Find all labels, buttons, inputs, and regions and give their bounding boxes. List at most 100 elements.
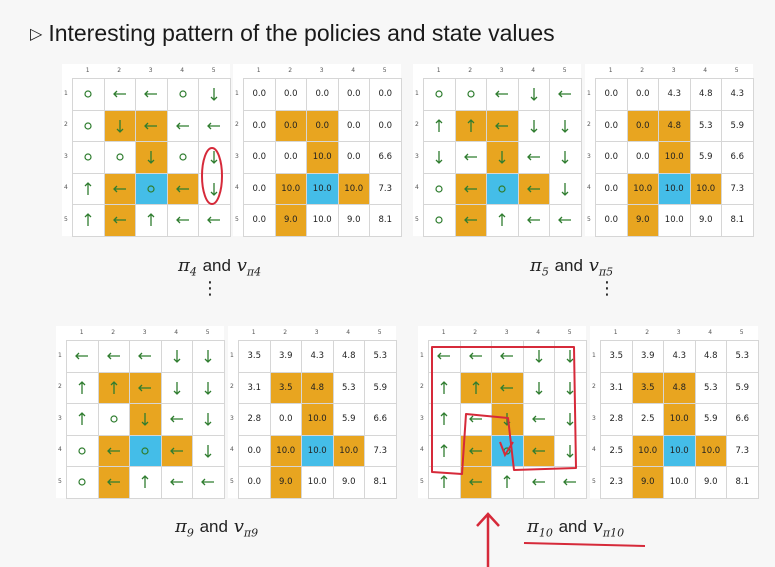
row-header: 2 (58, 383, 62, 391)
row-header: 2 (592, 383, 596, 391)
policy-cell (198, 78, 231, 111)
stay-circle-icon (79, 117, 97, 135)
state-value: 4.8 (672, 382, 687, 393)
row-header: 4 (230, 446, 234, 454)
column-header: 1 (613, 329, 618, 336)
column-header: 2 (288, 67, 293, 74)
value-cell: 9.0 (269, 466, 302, 499)
state-value: 3.1 (247, 382, 262, 393)
annotation-up-arrow (476, 512, 500, 567)
value-cell: 0.0 (626, 109, 659, 142)
down-arrow-icon (561, 379, 579, 397)
policy-cell (549, 78, 582, 111)
state-value: 10.0 (701, 445, 721, 456)
row-header: 2 (235, 121, 239, 129)
state-value: 0.0 (283, 152, 298, 163)
policy-cell (135, 78, 168, 111)
state-value: 5.3 (373, 351, 388, 362)
down-arrow-icon (530, 347, 548, 365)
value-grid-pi10: 1 2 3 4 5 1 2 3 4 5 3.5 3.9 4.3 4.8 5.3 3.1 3.5 4.8 5.3 5.9… (590, 326, 759, 499)
state-value: 3.5 (640, 382, 655, 393)
down-arrow-icon (525, 85, 543, 103)
state-value: 4.8 (703, 351, 718, 362)
column-header: 5 (211, 67, 216, 74)
state-value: 3.5 (609, 351, 624, 362)
state-value: 0.0 (346, 120, 361, 131)
state-value: 0.0 (635, 120, 650, 131)
policy-cell (135, 172, 168, 205)
left-arrow-icon (467, 410, 485, 428)
value-cell: 10.0 (663, 466, 696, 499)
state-value: 10.0 (669, 414, 689, 425)
down-arrow-icon (111, 117, 129, 135)
left-arrow-icon (168, 442, 186, 460)
state-value: 4.3 (667, 89, 682, 100)
value-cell: 0.0 (626, 141, 659, 174)
value-cell: 0.0 (595, 109, 628, 142)
state-value: 6.6 (373, 414, 388, 425)
policy-cell (72, 109, 105, 142)
state-value: 10.0 (312, 215, 332, 226)
value-cell: 8.1 (369, 204, 402, 237)
row-header: 2 (587, 121, 591, 129)
row-header: 5 (420, 477, 424, 485)
down-arrow-icon (498, 410, 516, 428)
column-header: 1 (85, 67, 90, 74)
state-value: 9.0 (283, 215, 298, 226)
policy-grid-pi5: 1 2 3 4 5 1 2 3 4 5 (413, 64, 582, 237)
down-arrow-icon (556, 180, 574, 198)
row-header: 5 (235, 215, 239, 223)
policy-cell (522, 434, 555, 467)
column-header: 2 (117, 67, 122, 74)
policy-cell (423, 204, 456, 237)
state-value: 9.0 (278, 477, 293, 488)
policy-cell (554, 466, 587, 499)
left-arrow-icon (174, 180, 192, 198)
down-arrow-icon (556, 117, 574, 135)
down-arrow-icon (205, 180, 223, 198)
value-cell: 0.0 (626, 78, 659, 111)
policy-cell (428, 371, 461, 404)
left-arrow-icon (105, 473, 123, 491)
state-value: 10.0 (664, 215, 684, 226)
value-cell: 0.0 (337, 109, 370, 142)
value-cell: 4.3 (721, 78, 754, 111)
state-value: 10.0 (276, 445, 296, 456)
row-header: 1 (592, 351, 596, 359)
state-value: 2.3 (609, 477, 624, 488)
down-arrow-icon (199, 410, 217, 428)
value-cell: 5.3 (364, 340, 397, 373)
stay-circle-icon (430, 211, 448, 229)
left-arrow-icon (561, 473, 579, 491)
value-cell: 0.0 (243, 78, 276, 111)
left-arrow-icon (142, 117, 160, 135)
value-cell: 5.9 (694, 403, 727, 436)
state-value: 10.0 (633, 183, 653, 194)
stay-circle-icon (79, 85, 97, 103)
value-cell: 5.3 (726, 340, 759, 373)
column-header: 3 (671, 67, 676, 74)
state-value: 0.0 (378, 120, 393, 131)
policy-cell (192, 371, 225, 404)
value-cell: 0.0 (369, 109, 402, 142)
state-value: 3.9 (278, 351, 293, 362)
down-arrow-icon (199, 379, 217, 397)
value-cell: 9.0 (337, 204, 370, 237)
up-arrow-icon (142, 211, 160, 229)
row-header: 4 (592, 446, 596, 454)
state-value: 0.0 (346, 89, 361, 100)
policy-cell (72, 78, 105, 111)
stay-circle-icon (174, 85, 192, 103)
policy-cell (160, 434, 193, 467)
left-arrow-icon (525, 180, 543, 198)
value-cell: 3.5 (269, 371, 302, 404)
policy-cell (454, 109, 487, 142)
row-header: 2 (415, 121, 419, 129)
policy-cell (166, 172, 199, 205)
state-value: 0.0 (252, 183, 267, 194)
value-cell: 5.3 (689, 109, 722, 142)
policy-cell (166, 141, 199, 174)
left-arrow-icon (530, 442, 548, 460)
column-header: 2 (111, 329, 116, 336)
left-arrow-icon (136, 379, 154, 397)
